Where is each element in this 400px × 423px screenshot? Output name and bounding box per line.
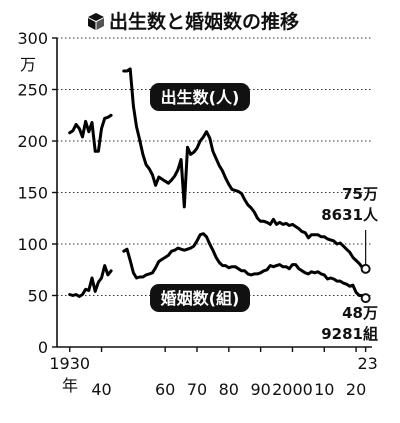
x-tick-label: 60 [155, 380, 175, 399]
series-line-1-0 [68, 264, 113, 298]
series-line-1-1 [122, 232, 368, 300]
series-layer [68, 67, 371, 304]
end-label-line2-1: 9281組 [321, 325, 378, 343]
series-end-marker-0 [360, 263, 371, 274]
x-tick-label: 10 [314, 380, 334, 399]
series-line-0-1 [122, 67, 368, 271]
series-label-1: 婚姻数(組) [161, 289, 240, 308]
chart-title: 出生数と婚姻数の推移 [88, 10, 299, 33]
cube-icon [88, 13, 104, 30]
chart-title-text: 出生数と婚姻数の推移 [109, 10, 299, 33]
x-tick-label: 90 [250, 380, 270, 399]
series-line-0-0 [68, 113, 113, 153]
y-axis-unit-label: 万 [20, 55, 36, 74]
series-label-box-1 [150, 284, 250, 312]
x-tick-label: 20 [346, 380, 366, 399]
y-tick-label: 200 [17, 132, 48, 151]
y-tick-label: 150 [17, 184, 48, 203]
end-label-line2-0: 8631人 [321, 206, 379, 224]
x-tick-label: 1930 [49, 354, 90, 373]
x-tick-label: 2000 [272, 380, 313, 399]
series-label-box-0 [150, 83, 250, 111]
x-tick-label: 80 [219, 380, 239, 399]
label-layer: 出生数(人) 婚姻数(組) 75万 8631人 48万 9281組 [150, 83, 379, 343]
end-label-line1-1: 48万 [342, 304, 378, 322]
series-label-0: 出生数(人) [161, 88, 240, 107]
x-tick-label: 23 [357, 354, 377, 373]
y-tick-label: 50 [28, 287, 48, 306]
y-tick-label: 100 [17, 235, 48, 254]
y-tick-label: 300 [17, 29, 48, 48]
end-label-line1-0: 75万 [342, 185, 378, 203]
series-end-marker-1 [360, 293, 371, 304]
y-tick-label: 0 [38, 338, 48, 357]
x-axis-unit-label: 年 [62, 376, 78, 395]
x-tick-label: 40 [91, 380, 111, 399]
x-tick-label: 70 [187, 380, 207, 399]
y-tick-label: 250 [17, 81, 48, 100]
